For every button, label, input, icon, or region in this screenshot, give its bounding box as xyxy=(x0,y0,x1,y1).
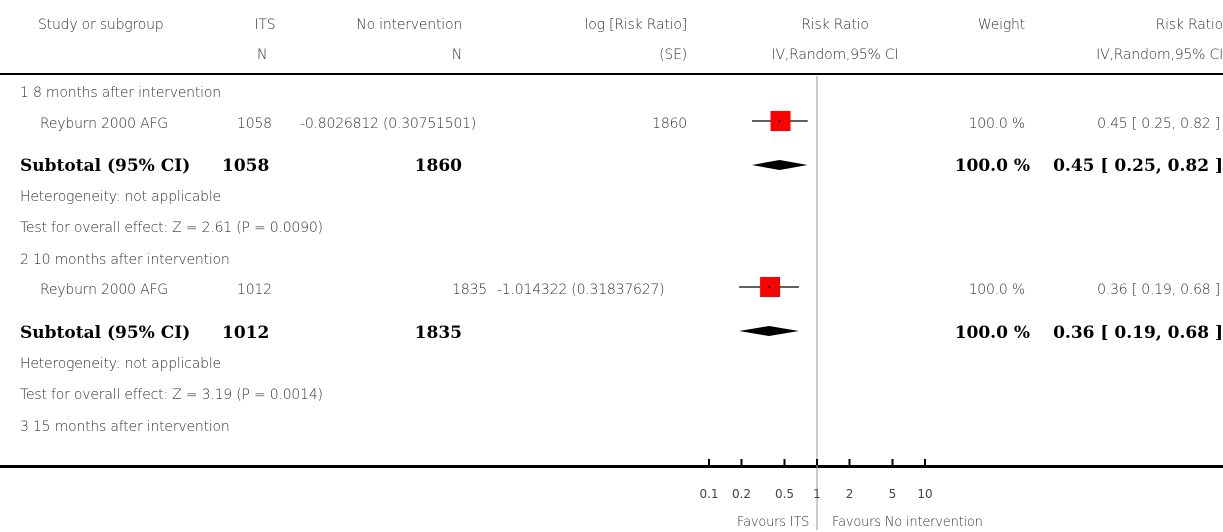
subtotal-weight: 100.0 % xyxy=(954,323,1030,343)
study-no-intervention-n: -0.8026812 (0.30751501) xyxy=(300,116,477,132)
header-log-risk-ratio-se: (SE) xyxy=(659,47,687,63)
subtotal-diamond xyxy=(739,326,799,336)
header-no-intervention: No intervention xyxy=(356,17,462,33)
header-its-n: N xyxy=(257,47,268,63)
header-study: Study or subgroup xyxy=(38,17,164,33)
footer-divider xyxy=(0,465,1223,468)
header-weight: Weight xyxy=(977,17,1025,33)
study-weight: 100.0 % xyxy=(968,116,1026,132)
subtotal-its-n: 1012 xyxy=(222,323,270,343)
study-its-n: 1012 xyxy=(237,282,272,298)
study-no-intervention-n: 1835 xyxy=(452,282,487,298)
header-its: ITS xyxy=(254,17,276,33)
favours-no-intervention-label: Favours No intervention xyxy=(832,515,983,530)
header-risk-ratio: Risk Ratio xyxy=(1155,17,1223,33)
header-log-risk-ratio: log [Risk Ratio] xyxy=(584,17,688,33)
subtotal-no-intervention-n: 1860 xyxy=(414,156,462,176)
subtotal-ci: 0.45 [ 0.25, 0.82 ] xyxy=(1053,156,1223,176)
study-ci: 0.36 [ 0.19, 0.68 ] xyxy=(1097,282,1220,298)
study-log-rr-se: 1860 xyxy=(652,116,687,132)
subgroup-title: 2 10 months after intervention xyxy=(20,252,230,268)
subtotal-weight: 100.0 % xyxy=(954,156,1030,176)
study-weight: 100.0 % xyxy=(968,282,1026,298)
axis-tick-label: 0.2 xyxy=(732,487,751,501)
subtotal-its-n: 1058 xyxy=(222,156,270,176)
subgroup-title: 3 15 months after intervention xyxy=(20,419,230,435)
header-no-intervention-n: N xyxy=(451,47,462,63)
subtotal-label: Subtotal (95% CI) xyxy=(20,323,191,343)
axis-tick-label: 0.5 xyxy=(775,487,794,501)
axis-tick-label: 0.1 xyxy=(699,487,718,501)
header-risk-ratio-plot-ci: IV,Random,95% CI xyxy=(771,47,899,63)
study-point-estimate xyxy=(767,285,771,289)
header-risk-ratio-plot: Risk Ratio xyxy=(801,17,869,33)
study-log-rr-se: -1.014322 (0.31837627) xyxy=(497,282,665,298)
study-ci: 0.45 [ 0.25, 0.82 ] xyxy=(1097,116,1220,132)
study-point-estimate xyxy=(778,119,781,123)
overall-effect-text: Test for overall effect: Z = 3.19 (P = 0… xyxy=(20,387,323,403)
axis-tick-label: 1 xyxy=(813,487,821,501)
subtotal-no-intervention-n: 1835 xyxy=(414,323,462,343)
heterogeneity-text: Heterogeneity: not applicable xyxy=(20,189,221,205)
subtotal-label: Subtotal (95% CI) xyxy=(20,156,191,176)
header-divider xyxy=(0,73,1223,75)
study-name: Reyburn 2000 AFG xyxy=(40,282,168,298)
study-its-n: 1058 xyxy=(237,116,272,132)
heterogeneity-text: Heterogeneity: not applicable xyxy=(20,356,221,372)
axis-tick-label: 5 xyxy=(889,487,897,501)
axis-tick-label: 2 xyxy=(846,487,854,501)
overall-effect-text: Test for overall effect: Z = 2.61 (P = 0… xyxy=(20,220,323,236)
axis-tick-label: 10 xyxy=(917,487,932,501)
subtotal-diamond xyxy=(751,160,808,170)
favours-its-label: Favours ITS xyxy=(737,515,810,530)
subtotal-ci: 0.36 [ 0.19, 0.68 ] xyxy=(1053,323,1223,343)
study-name: Reyburn 2000 AFG xyxy=(40,116,168,132)
header-risk-ratio-ci: IV,Random,95% CI xyxy=(1096,47,1223,63)
subgroup-title: 1 8 months after intervention xyxy=(20,85,221,101)
